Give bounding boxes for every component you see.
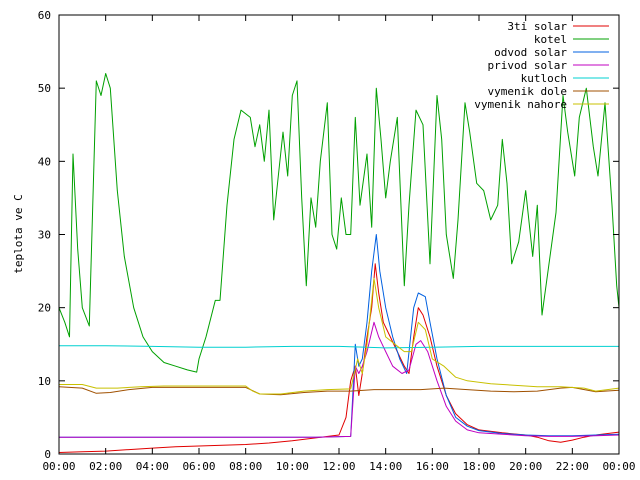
y-tick-label: 60 [38,9,51,22]
series-layer [58,73,620,453]
y-tick-label: 50 [38,82,51,95]
y-tick-label: 40 [38,155,51,168]
x-tick-label: 04:00 [136,460,169,473]
series-line-1 [58,73,620,373]
x-tick-label: 00:00 [42,460,75,473]
series-line-3 [59,321,620,438]
x-tick-label: 18:00 [462,460,495,473]
x-tick-label: 22:00 [556,460,589,473]
series-line-0 [58,263,620,453]
x-tick-label: 06:00 [182,460,215,473]
series-line-2 [59,234,620,438]
legend-label-0: 3ti solar [507,20,567,33]
x-tick-label: 02:00 [89,460,122,473]
x-tick-label: 00:00 [602,460,635,473]
x-tick-label: 08:00 [229,460,262,473]
y-axis-label: teplota ve C [12,194,25,273]
legend-label-4: kutloch [521,72,567,85]
x-tick-label: 14:00 [369,460,402,473]
legend-label-1: kotel [534,33,567,46]
y-tick-label: 0 [44,448,51,461]
legend-label-5: vymenik dole [488,85,567,98]
y-tick-label: 10 [38,375,51,388]
ticks-layer: 00:00 02:00 04:00 06:00 08:00 10:00 12:00 14:00… [38,9,636,473]
series-line-5 [58,386,620,396]
series-line-6 [59,277,620,395]
x-tick-label: 16:00 [416,460,449,473]
x-tick-label: 12:00 [322,460,355,473]
y-tick-label: 30 [38,229,51,242]
legend-label-3: privod solar [488,59,568,72]
series-line-4 [59,345,619,349]
legend-label-2: odvod solar [494,46,567,59]
y-tick-label: 20 [38,302,51,315]
x-tick-label: 20:00 [509,460,542,473]
x-tick-label: 10:00 [276,460,309,473]
legend-label-6: vymenik nahore [474,98,567,111]
